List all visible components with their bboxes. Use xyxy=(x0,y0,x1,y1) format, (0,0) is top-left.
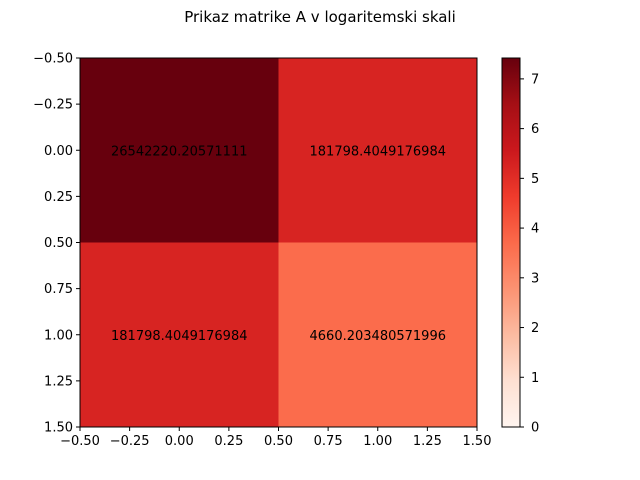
y-tick-label: 1.25 xyxy=(44,374,73,389)
colorbar-tick-label: 1 xyxy=(531,371,539,386)
y-tick-label: 0.50 xyxy=(44,236,73,251)
x-axis-ticks: −0.50 −0.25 0.00 0.25 0.50 0.75 1.00 1.25 1.50 xyxy=(60,427,491,449)
heatmap-cell-labels: 26542220.20571111 181798.4049176984 181798… xyxy=(111,144,446,344)
colorbar-tick-label: 7 xyxy=(531,72,539,87)
colorbar-tick-label: 0 xyxy=(531,421,539,436)
chart-title: Prikaz matrike A v logaritemski skali xyxy=(184,8,456,26)
heatmap-cell xyxy=(278,242,477,427)
colorbar-frame xyxy=(501,57,521,428)
y-tick-label: 0.25 xyxy=(44,190,73,205)
x-tick-label: 0.75 xyxy=(314,434,343,449)
x-tick-label: −0.25 xyxy=(110,434,150,449)
colorbar-tick-label: 5 xyxy=(531,172,539,187)
heatmap-cells xyxy=(80,58,477,427)
colorbar-tick-label: 2 xyxy=(531,321,539,336)
x-tick-label: 1.00 xyxy=(363,434,392,449)
colorbar-ticks: 0 1 2 3 4 5 6 7 xyxy=(520,72,539,436)
colorbar-tick-label: 4 xyxy=(531,222,539,237)
y-tick-label: 0.00 xyxy=(44,144,73,159)
y-tick-label: −0.50 xyxy=(33,52,73,67)
heatmap-cell xyxy=(80,242,279,427)
heatmap-cell xyxy=(278,58,477,243)
x-tick-label: −0.50 xyxy=(60,434,100,449)
cell-value-label: 26542220.20571111 xyxy=(111,144,247,159)
heatmap-cell xyxy=(80,58,279,243)
colorbar-tick-label: 3 xyxy=(531,271,539,286)
y-axis-ticks: −0.50 −0.25 0.00 0.25 0.50 0.75 1.00 1.25 1.50 xyxy=(33,52,80,436)
y-tick-label: 1.50 xyxy=(44,421,73,436)
x-tick-label: 0.50 xyxy=(264,434,293,449)
x-tick-label: 0.00 xyxy=(165,434,194,449)
x-tick-label: 1.25 xyxy=(413,434,442,449)
y-tick-label: 0.75 xyxy=(44,282,73,297)
colorbar xyxy=(502,58,520,427)
cell-value-label: 181798.4049176984 xyxy=(111,329,247,344)
cell-value-label: 181798.4049176984 xyxy=(310,144,446,159)
cell-value-label: 4660.203480571996 xyxy=(310,329,446,344)
x-tick-label: 0.25 xyxy=(214,434,243,449)
x-tick-label: 1.50 xyxy=(463,434,492,449)
y-tick-label: 1.00 xyxy=(44,328,73,343)
colorbar-tick-label: 6 xyxy=(531,122,539,137)
y-tick-label: −0.25 xyxy=(33,98,73,113)
